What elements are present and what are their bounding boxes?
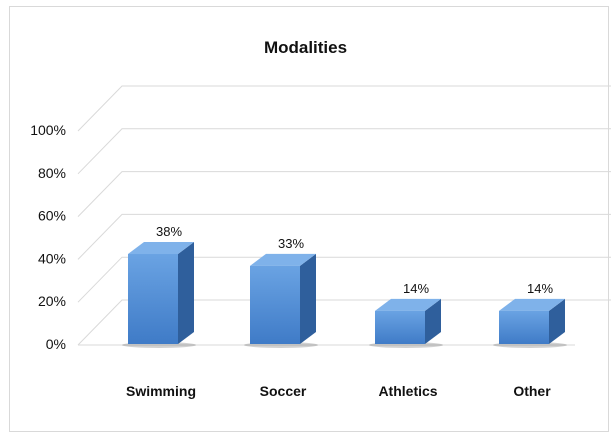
bar-athletics: [375, 310, 425, 344]
data-label: 33%: [278, 236, 304, 251]
gridline: [77, 128, 611, 175]
data-labels: 38% 33% 14% 14%: [156, 224, 553, 296]
x-category-label: Athletics: [378, 383, 437, 399]
y-tick-label: 60%: [38, 208, 66, 224]
gridline: [77, 85, 611, 132]
x-category-label: Swimming: [126, 383, 196, 399]
bar-side: [549, 298, 565, 344]
y-tick-label: 100%: [30, 122, 66, 138]
data-label: 14%: [403, 281, 429, 296]
bar-swimming: [128, 254, 178, 344]
bar-side: [300, 253, 316, 344]
y-tick-label: 0%: [46, 336, 66, 352]
gridline: [77, 299, 611, 346]
y-tick-label: 80%: [38, 165, 66, 181]
x-category-label: Soccer: [260, 383, 307, 399]
data-label: 14%: [527, 281, 553, 296]
bar-top: [375, 298, 441, 311]
gridline: [77, 256, 611, 303]
x-category-label: Other: [513, 383, 551, 399]
bar-top: [128, 242, 194, 254]
chart-title: Modalities: [263, 38, 348, 57]
bar-top: [250, 253, 316, 266]
bar-soccer: [250, 265, 300, 344]
bar-top: [499, 298, 565, 311]
bars: [122, 242, 567, 348]
bar-side: [425, 298, 441, 344]
y-axis-ticks: 0% 20% 40% 60% 80% 100%: [30, 122, 66, 352]
gridlines: [77, 85, 611, 346]
gridline: [77, 171, 611, 217]
y-tick-label: 40%: [38, 250, 66, 266]
chart-frame: [9, 6, 609, 432]
x-axis-categories: Swimming Soccer Athletics Other: [126, 383, 551, 399]
gridline: [77, 213, 611, 260]
y-tick-label: 20%: [38, 293, 66, 309]
bar-side: [178, 242, 194, 344]
bar-other: [499, 310, 549, 344]
data-label: 38%: [156, 224, 182, 239]
